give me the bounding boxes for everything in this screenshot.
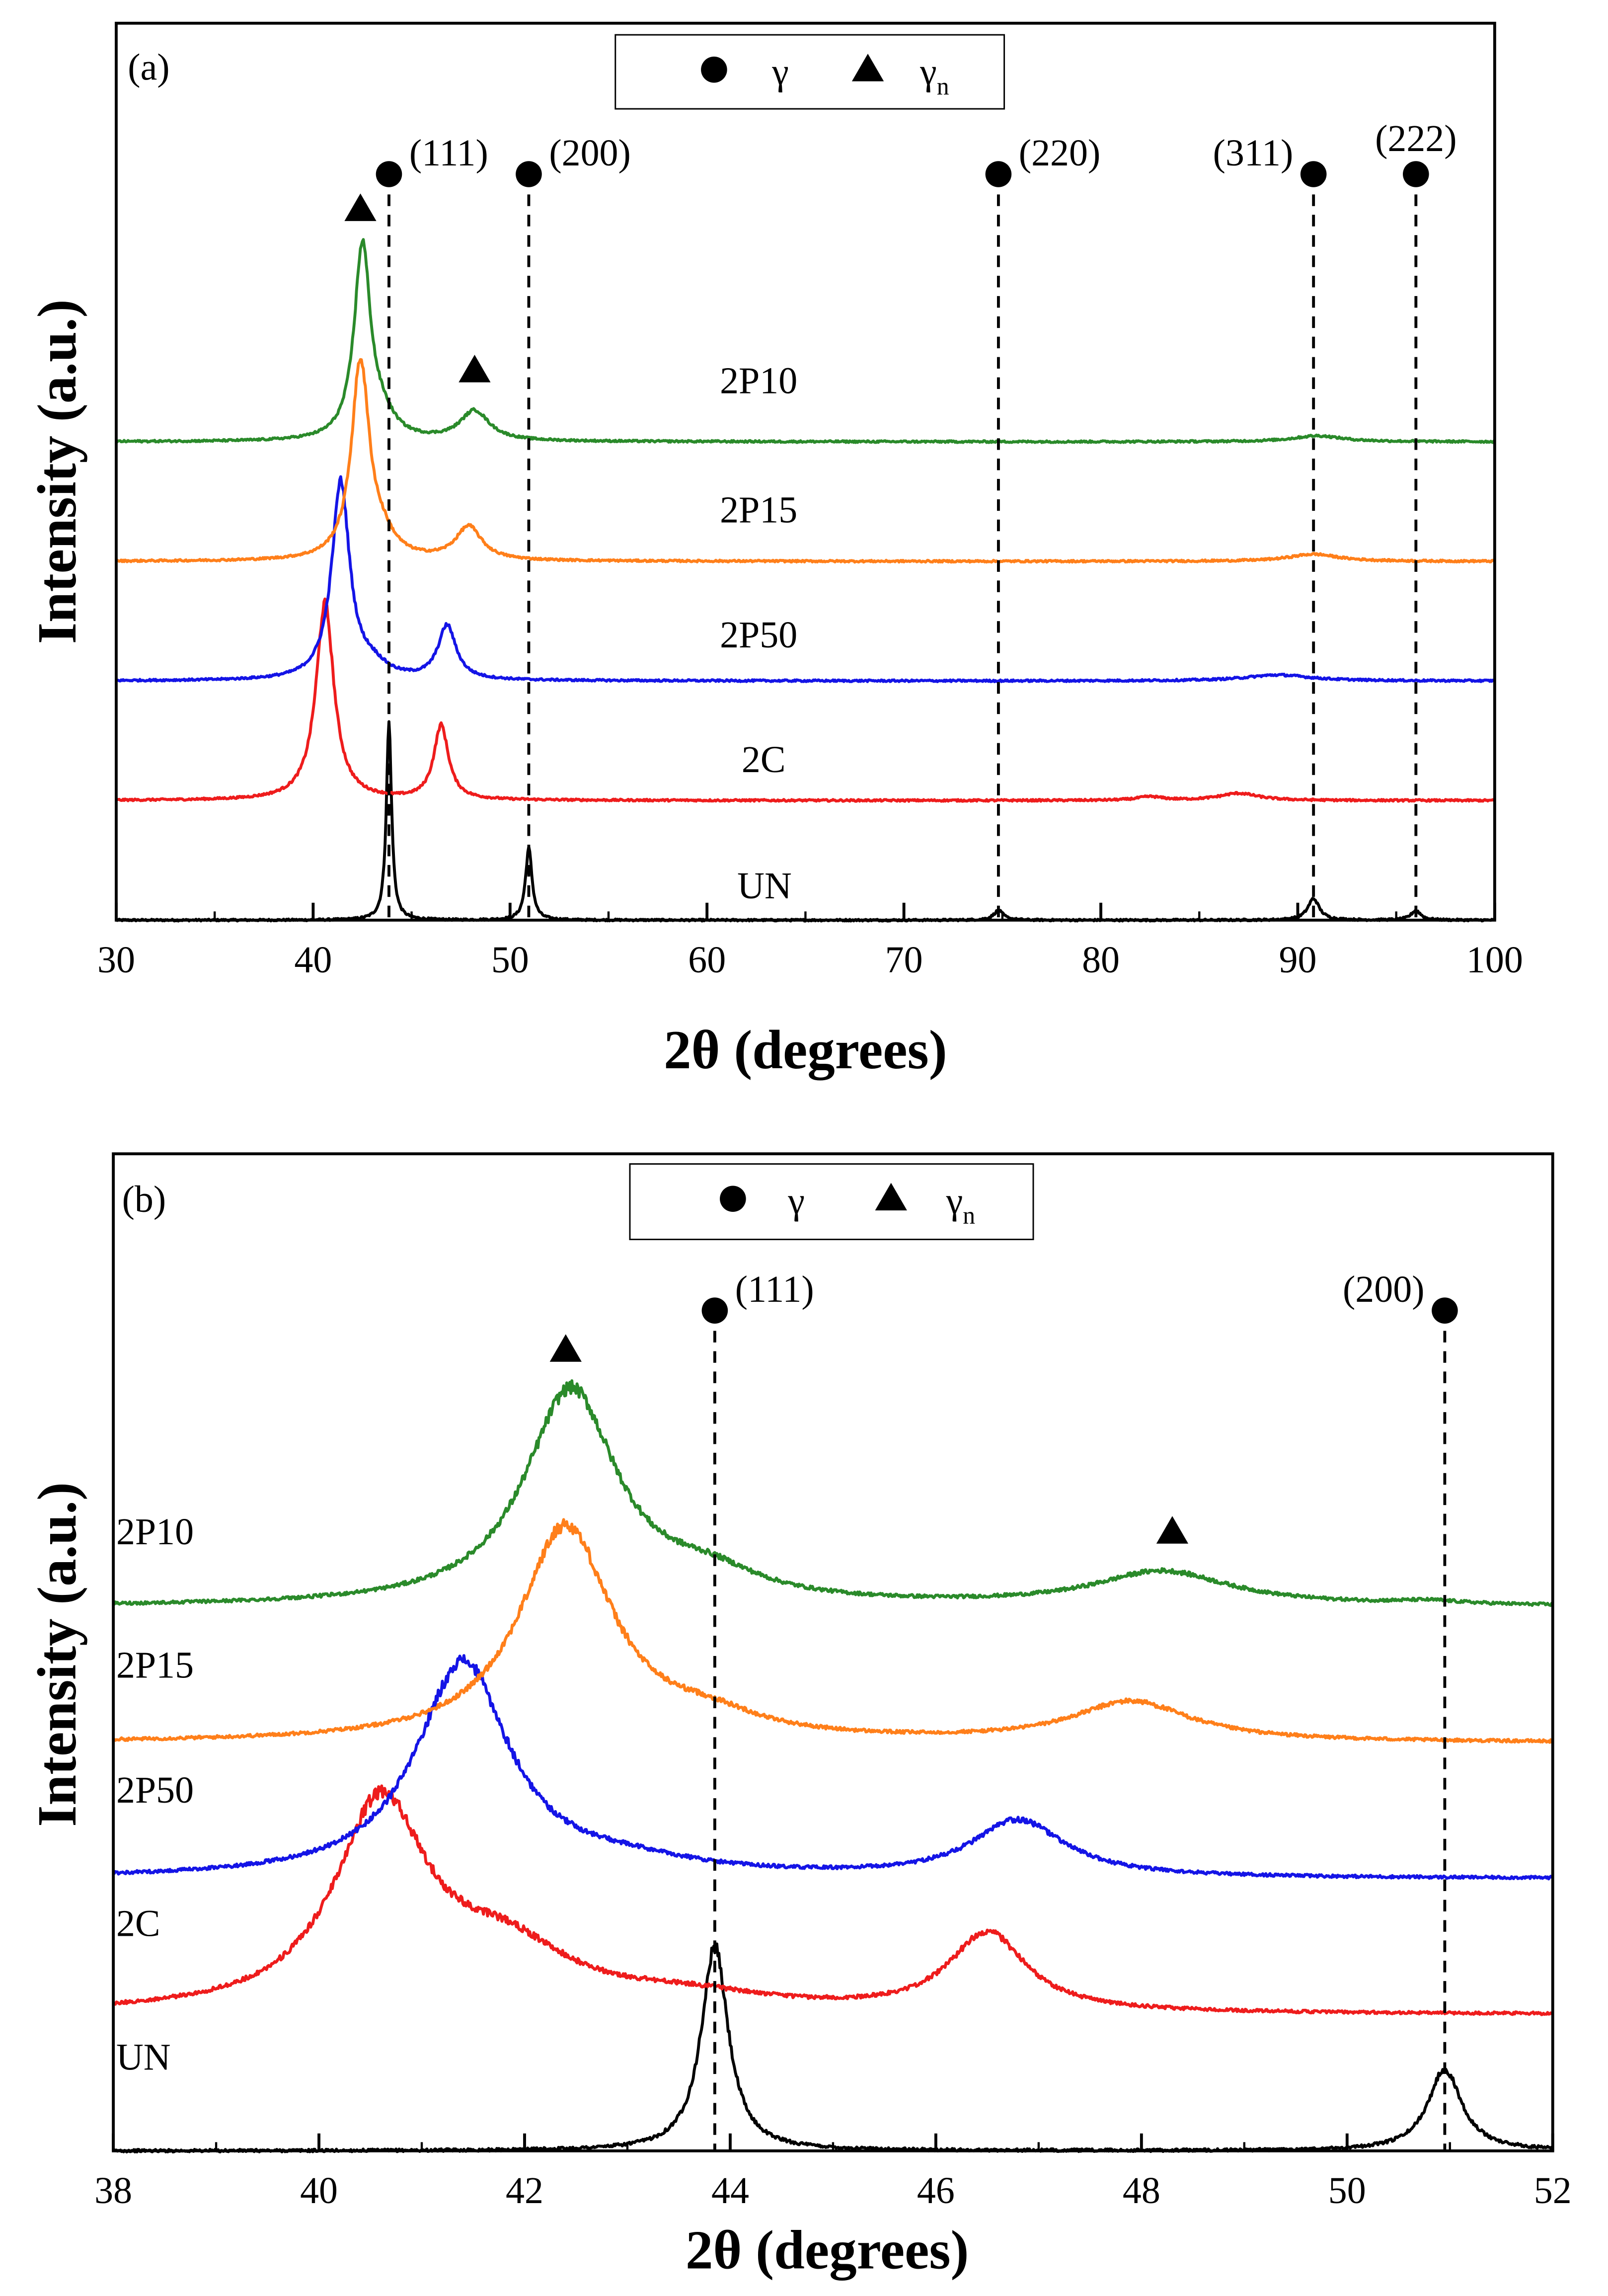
panel-a-series-label-2C: 2C [742, 739, 786, 781]
panel-a-legend-gamma-n-label: γn [919, 51, 949, 99]
panel-b-label: (b) [122, 1179, 166, 1220]
panel-a-traces [115, 238, 1496, 923]
panel-a-x-ticks: 30 40 50 60 70 80 90 100 [97, 902, 1523, 981]
panel-a-x-tick-label: 30 [97, 939, 135, 981]
panel-a-series-label-2P50: 2P50 [720, 614, 797, 656]
panel-b-series-label-2P10: 2P10 [116, 1511, 194, 1553]
panel-b-x-axis-title: 2θ (degrees) [686, 2220, 969, 2281]
panel-b-gamma-n-marker [549, 1334, 582, 1362]
panel-b-gamma-n-marker [1156, 1516, 1189, 1544]
panel-a-x-tick-label: 100 [1466, 939, 1523, 981]
panel-a-x-axis-title: 2θ (degrees) [664, 1020, 947, 1081]
panel-a-miller-index-label: (220) [1019, 132, 1100, 174]
panel-a-series-label-UN: UN [737, 865, 792, 907]
panel-b-x-ticks: 38 40 42 44 46 48 50 52 [94, 2133, 1572, 2212]
panel-a-trace-2p10 [115, 238, 1496, 444]
panel-a-trace-2p50 [116, 475, 1496, 683]
panel-b-legend-gamma-n-label: γn [946, 1180, 976, 1229]
panel-a-gamma-n-marker [344, 193, 377, 221]
panel-b-x-tick-label: 46 [917, 2170, 955, 2212]
panel-a-miller-index-label: (222) [1375, 118, 1456, 159]
panel-b-x-tick-label: 50 [1328, 2170, 1366, 2212]
panel-a-gamma-marker [985, 161, 1012, 187]
panel-b-trace-2p50 [112, 1654, 1554, 1881]
panel-b-traces [112, 1379, 1554, 2154]
panel-b-gamma-marker [701, 1297, 728, 1324]
panel-b-gamma-marker [1432, 1297, 1458, 1324]
panel-b-miller-index-label: (111) [735, 1268, 814, 1310]
panel-b-legend-triangle-marker [875, 1183, 907, 1211]
panel-b-series-label-UN: UN [116, 2036, 171, 2078]
panel-a: (111) (200) (220) (311) (222) 30 40 50 60 70 80 90… [27, 21, 1523, 1081]
panel-b-trace-2p10 [112, 1379, 1553, 1607]
panel-a-legend-box [614, 34, 1005, 110]
panel-b-x-tick-label: 40 [300, 2170, 338, 2212]
panel-b-series-label-2P15: 2P15 [116, 1645, 194, 1686]
panel-b-series-label-2P50: 2P50 [116, 1769, 194, 1811]
panel-b-legend-circle-marker [720, 1186, 746, 1212]
panel-a-gamma-marker [1403, 161, 1429, 187]
panel-b-x-tick-label: 52 [1534, 2170, 1572, 2212]
panel-b-miller-index-label: (200) [1343, 1268, 1424, 1310]
panel-b-legend-box [629, 1163, 1034, 1240]
panel-a-legend-triangle-marker [851, 54, 884, 81]
panel-a-gamma-marker [516, 161, 542, 187]
panel-a-trace-2c [115, 597, 1495, 803]
panel-b-x-tick-label: 44 [711, 2170, 749, 2212]
panel-a-miller-index-label: (200) [549, 132, 630, 174]
panel-b-series-label-2C: 2C [116, 1903, 160, 1945]
panel-b: (111) (200) 38 40 42 44 46 48 50 52 (b) γ γn 2P1… [27, 1152, 1572, 2281]
panel-a-trace-2p15 [115, 358, 1495, 564]
panel-b-trace-2p15 [113, 1518, 1554, 1744]
panel-b-legend: γ γn [629, 1163, 1034, 1240]
panel-a-trace-un [115, 720, 1495, 923]
panel-b-x-tick-label: 48 [1123, 2170, 1160, 2212]
panel-a-x-tick-label: 60 [688, 939, 726, 981]
panel-a-x-tick-label: 40 [294, 939, 332, 981]
panel-b-trace-2c [113, 1784, 1553, 2016]
panel-a-x-tick-label: 70 [885, 939, 923, 981]
panel-b-legend-gamma-label: γ [787, 1180, 805, 1222]
panel-a-x-tick-label: 90 [1279, 939, 1317, 981]
panel-b-trace-un [113, 1942, 1553, 2154]
panel-b-plot-frame [112, 1152, 1554, 2152]
panel-a-series-label-2P10: 2P10 [720, 360, 797, 402]
panel-b-y-axis-title: Intensity (a.u.) [27, 1482, 88, 1827]
panel-a-miller-index-label: (311) [1213, 132, 1294, 174]
panel-a-legend: γ γn [614, 34, 1005, 110]
panel-a-miller-index-label: (111) [409, 132, 488, 174]
panel-a-gamma-marker [1300, 161, 1327, 187]
panel-a-label: (a) [128, 47, 169, 88]
panel-a-legend-gamma-label: γ [771, 51, 789, 92]
panel-a-x-tick-label: 80 [1082, 939, 1120, 981]
panel-a-series-label-2P15: 2P15 [720, 489, 797, 531]
panel-b-reference-lines: (111) (200) [549, 1268, 1458, 2151]
panel-a-legend-circle-marker [701, 56, 727, 83]
panel-a-y-axis-title: Intensity (a.u.) [27, 299, 88, 644]
panel-b-x-tick-label: 38 [94, 2170, 132, 2212]
panel-a-x-tick-label: 50 [491, 939, 529, 981]
panel-a-gamma-n-marker [459, 354, 491, 383]
panel-b-x-tick-label: 42 [506, 2170, 543, 2212]
panel-a-gamma-marker [376, 161, 402, 187]
panel-a-reference-lines: (111) (200) (220) (311) (222) [344, 118, 1457, 920]
